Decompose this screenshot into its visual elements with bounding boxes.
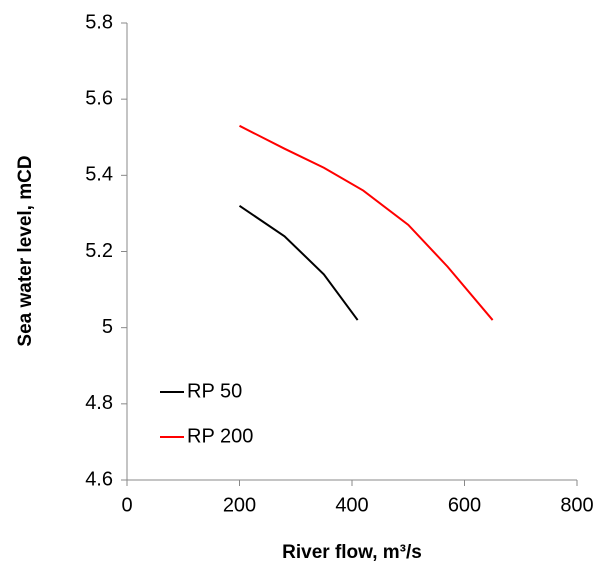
line-series bbox=[239, 124, 494, 321]
x-tick-label: 200 bbox=[223, 494, 256, 516]
x-tick-label: 600 bbox=[448, 494, 481, 516]
legend-label: RP 50 bbox=[187, 380, 242, 402]
y-axis-label: Sea water level, mCD bbox=[15, 155, 36, 346]
x-tick-label: 800 bbox=[560, 494, 593, 516]
line-series bbox=[238, 204, 359, 321]
y-tick-label: 5.4 bbox=[85, 164, 113, 186]
y-tick-label: 5 bbox=[102, 316, 113, 338]
legend-label: RP 200 bbox=[187, 425, 253, 447]
y-tick-label: 5.2 bbox=[85, 240, 113, 262]
x-axis-label: River flow, m³/s bbox=[282, 542, 422, 563]
x-tick-label: 400 bbox=[335, 494, 368, 516]
y-tick-label: 4.8 bbox=[85, 392, 113, 414]
x-tick-label: 0 bbox=[121, 494, 132, 516]
y-tick-label: 5.8 bbox=[85, 11, 113, 33]
y-tick-label: 4.6 bbox=[85, 468, 113, 490]
y-tick-label: 5.6 bbox=[85, 87, 113, 109]
